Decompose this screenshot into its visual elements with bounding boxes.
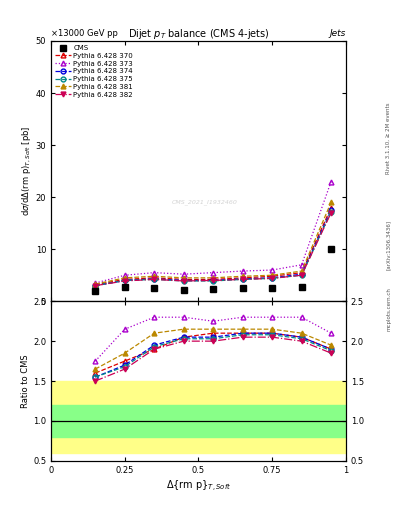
Pythia 6.428 382 bbox=[241, 276, 245, 283]
Text: CMS_2021_I1932460: CMS_2021_I1932460 bbox=[171, 200, 237, 205]
Line: Pythia 6.428 374: Pythia 6.428 374 bbox=[93, 208, 334, 288]
Y-axis label: Ratio to CMS: Ratio to CMS bbox=[21, 354, 30, 408]
Pythia 6.428 374 bbox=[329, 207, 333, 213]
Pythia 6.428 373 bbox=[270, 267, 275, 273]
Pythia 6.428 382 bbox=[152, 276, 156, 283]
Line: Pythia 6.428 375: Pythia 6.428 375 bbox=[93, 209, 334, 288]
Pythia 6.428 374 bbox=[211, 278, 216, 284]
Line: Pythia 6.428 381: Pythia 6.428 381 bbox=[93, 200, 334, 287]
Pythia 6.428 370 bbox=[123, 276, 127, 283]
Pythia 6.428 374 bbox=[152, 276, 156, 282]
Pythia 6.428 381 bbox=[241, 273, 245, 280]
Pythia 6.428 374 bbox=[270, 275, 275, 281]
Pythia 6.428 370 bbox=[211, 276, 216, 283]
Pythia 6.428 375 bbox=[211, 278, 216, 284]
Pythia 6.428 375 bbox=[123, 278, 127, 284]
Pythia 6.428 375 bbox=[182, 278, 186, 284]
Pythia 6.428 374 bbox=[299, 271, 304, 278]
Y-axis label: d$\sigma$/d$\Delta$(rm p)$_{T,Soft}$ [pb]: d$\sigma$/d$\Delta$(rm p)$_{T,Soft}$ [pb… bbox=[20, 126, 33, 216]
Pythia 6.428 370 bbox=[241, 275, 245, 281]
Bar bbox=[51, 381, 346, 453]
Pythia 6.428 381 bbox=[270, 272, 275, 279]
Pythia 6.428 382 bbox=[270, 275, 275, 282]
Text: Rivet 3.1.10, ≥ 2M events: Rivet 3.1.10, ≥ 2M events bbox=[386, 102, 391, 174]
CMS bbox=[241, 285, 245, 291]
Pythia 6.428 370 bbox=[152, 275, 156, 281]
Pythia 6.428 374 bbox=[123, 278, 127, 284]
Pythia 6.428 374 bbox=[241, 276, 245, 282]
Pythia 6.428 381 bbox=[182, 275, 186, 281]
Pythia 6.428 375 bbox=[152, 276, 156, 283]
Pythia 6.428 370 bbox=[93, 282, 98, 288]
Line: Pythia 6.428 382: Pythia 6.428 382 bbox=[93, 210, 334, 288]
CMS bbox=[123, 284, 127, 290]
Pythia 6.428 381 bbox=[299, 268, 304, 274]
Pythia 6.428 375 bbox=[93, 283, 98, 289]
Pythia 6.428 382 bbox=[299, 272, 304, 279]
Pythia 6.428 374 bbox=[93, 283, 98, 289]
Pythia 6.428 373 bbox=[329, 179, 333, 185]
CMS bbox=[299, 284, 304, 290]
Title: Dijet $p_T$ balance (CMS 4-jets): Dijet $p_T$ balance (CMS 4-jets) bbox=[128, 27, 269, 41]
CMS bbox=[270, 285, 275, 291]
Pythia 6.428 375 bbox=[329, 209, 333, 215]
Line: Pythia 6.428 370: Pythia 6.428 370 bbox=[93, 205, 334, 287]
Pythia 6.428 370 bbox=[182, 276, 186, 283]
Pythia 6.428 382 bbox=[123, 278, 127, 284]
Pythia 6.428 370 bbox=[329, 204, 333, 210]
Pythia 6.428 373 bbox=[123, 272, 127, 279]
Pythia 6.428 382 bbox=[93, 283, 98, 289]
Text: ×13000 GeV pp: ×13000 GeV pp bbox=[51, 29, 118, 38]
Pythia 6.428 381 bbox=[152, 273, 156, 280]
Pythia 6.428 382 bbox=[182, 278, 186, 284]
CMS bbox=[329, 246, 333, 252]
Pythia 6.428 373 bbox=[211, 269, 216, 275]
Pythia 6.428 381 bbox=[123, 275, 127, 281]
Text: [arXiv:1306.3436]: [arXiv:1306.3436] bbox=[386, 220, 391, 270]
Pythia 6.428 370 bbox=[270, 273, 275, 280]
CMS bbox=[152, 285, 156, 291]
Pythia 6.428 382 bbox=[211, 278, 216, 284]
Pythia 6.428 373 bbox=[182, 271, 186, 278]
Pythia 6.428 375 bbox=[241, 276, 245, 283]
Pythia 6.428 375 bbox=[270, 275, 275, 282]
Pythia 6.428 370 bbox=[299, 269, 304, 275]
Pythia 6.428 382 bbox=[329, 210, 333, 216]
Pythia 6.428 381 bbox=[93, 281, 98, 287]
Line: Pythia 6.428 373: Pythia 6.428 373 bbox=[93, 179, 334, 286]
Legend: CMS, Pythia 6.428 370, Pythia 6.428 373, Pythia 6.428 374, Pythia 6.428 375, Pyt: CMS, Pythia 6.428 370, Pythia 6.428 373,… bbox=[53, 43, 135, 100]
Text: mcplots.cern.ch: mcplots.cern.ch bbox=[386, 287, 391, 331]
Line: CMS: CMS bbox=[92, 246, 334, 293]
Pythia 6.428 381 bbox=[211, 275, 216, 281]
Bar bbox=[51, 405, 346, 437]
Pythia 6.428 374 bbox=[182, 278, 186, 284]
Pythia 6.428 375 bbox=[299, 272, 304, 279]
CMS bbox=[211, 286, 216, 292]
Pythia 6.428 373 bbox=[241, 268, 245, 274]
Pythia 6.428 373 bbox=[152, 269, 156, 275]
CMS bbox=[182, 287, 186, 293]
Pythia 6.428 381 bbox=[329, 199, 333, 205]
Pythia 6.428 373 bbox=[93, 280, 98, 286]
Text: Jets: Jets bbox=[329, 29, 346, 38]
Pythia 6.428 373 bbox=[299, 262, 304, 268]
X-axis label: $\Delta${rm p}$_{T,Soft}$: $\Delta${rm p}$_{T,Soft}$ bbox=[166, 479, 231, 494]
CMS bbox=[93, 288, 98, 294]
